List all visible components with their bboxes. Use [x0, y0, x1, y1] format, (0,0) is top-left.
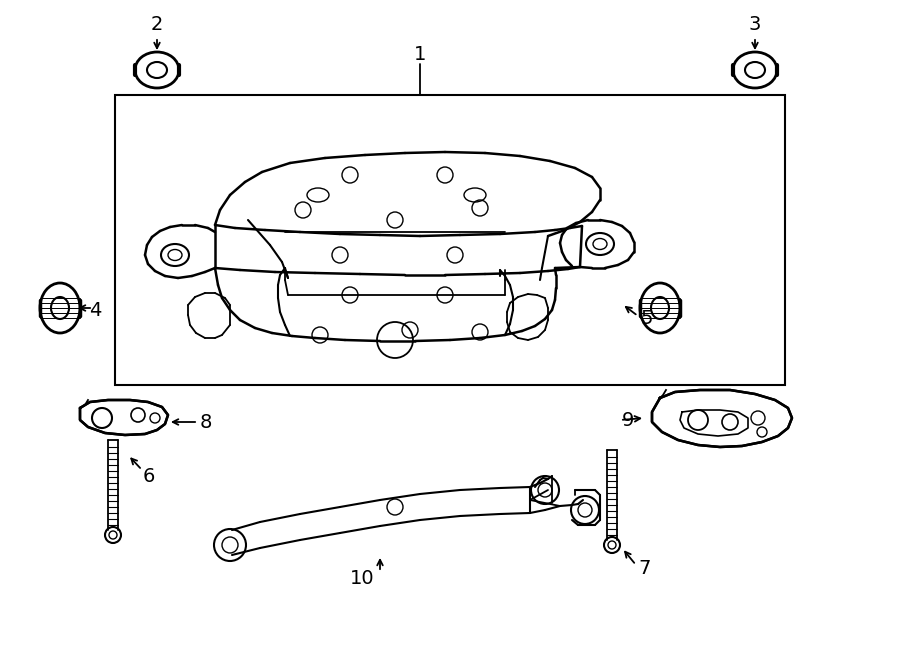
Bar — [115, 95, 785, 385]
Text: 1: 1 — [414, 46, 427, 65]
Text: 9: 9 — [622, 410, 634, 430]
Text: 5: 5 — [640, 309, 652, 327]
Text: 10: 10 — [350, 568, 374, 588]
Text: 2: 2 — [151, 15, 163, 34]
Polygon shape — [80, 400, 168, 435]
Text: 8: 8 — [200, 412, 212, 432]
Text: 4: 4 — [89, 301, 101, 319]
Text: 3: 3 — [749, 15, 761, 34]
Text: 6: 6 — [143, 467, 156, 486]
Text: 7: 7 — [638, 559, 651, 578]
Polygon shape — [652, 390, 792, 447]
